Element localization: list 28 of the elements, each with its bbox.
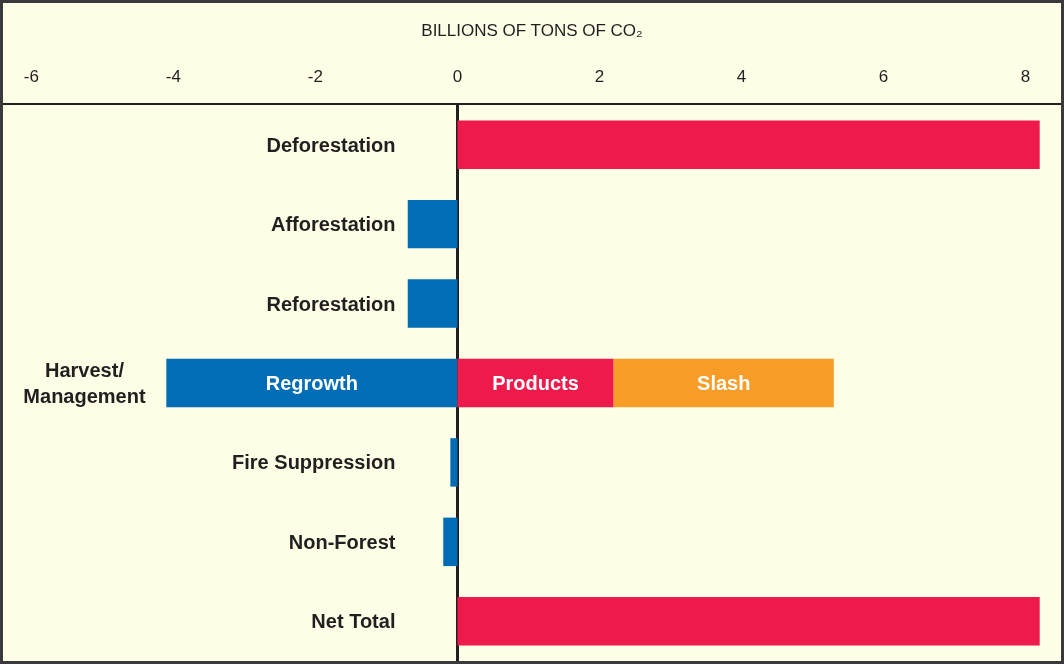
data-label: Products [492,372,579,394]
y-tick-label: Harvest/ Management [23,359,146,407]
bar [407,199,458,249]
bar [613,358,834,408]
data-label: Slash [697,372,751,394]
bar [457,597,1040,646]
bar [407,279,458,328]
x-tick-label: -2 [307,67,323,87]
bar [457,358,614,408]
x-tick-label: 0 [452,67,463,87]
x-tick-label: 2 [594,67,605,87]
y-tick-label: Non-Forest [288,530,396,553]
x-tick-label: -4 [165,67,181,87]
x-tick-label: 4 [736,67,747,87]
bar [443,517,458,567]
bar [450,438,458,487]
y-tick-label: Fire Suppression [232,451,396,474]
x-tick-label: 8 [1020,67,1031,87]
data-label: Regrowth [265,372,358,394]
x-tick-label: 6 [878,67,889,87]
y-tick-label: Reforestation [266,292,396,315]
y-tick-label: Deforestation [266,133,396,156]
y-tick-label: Afforestation [270,213,396,236]
y-tick-label: Net Total [311,610,396,633]
bar [166,358,458,408]
bar [457,120,1040,169]
x-tick-label: -6 [23,67,39,87]
x-axis-title: BILLIONS OF TONS OF CO₂ [421,21,643,41]
